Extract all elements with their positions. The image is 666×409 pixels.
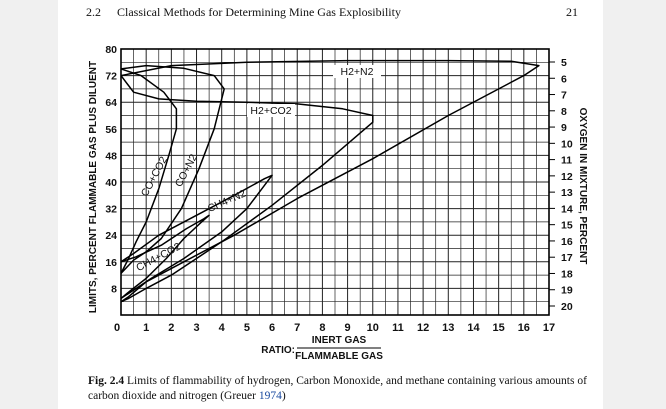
x-tick-label: 1	[143, 322, 149, 334]
header-section-number: 2.2	[86, 5, 101, 19]
series-label: CO+N2	[173, 152, 200, 189]
chart-grid	[120, 48, 555, 349]
header-title: Classical Methods for Determining Mine G…	[117, 5, 401, 19]
y-tick-label: 16	[105, 257, 117, 269]
series-curve-1	[120, 75, 374, 303]
x-tick-label: 15	[493, 322, 505, 334]
y2-tick-label: 12	[561, 171, 573, 183]
x-tick-label: 12	[417, 322, 429, 334]
chart-curves	[120, 59, 540, 303]
caption-text: Limits of flammability of hydrogen, Carb…	[88, 375, 587, 402]
x-tick-label: 14	[467, 322, 480, 334]
y-tick-label: 80	[105, 44, 117, 56]
x-tick-label: 9	[345, 322, 351, 334]
caption-end: )	[281, 390, 286, 402]
y2-tick-label: 9	[561, 122, 567, 134]
y-tick-label: 24	[105, 230, 117, 242]
x-tick-label: 13	[442, 322, 454, 334]
caption-label: Fig. 2.4	[88, 375, 125, 387]
y-tick-label: 40	[105, 177, 117, 189]
series-label-bg	[333, 65, 381, 78]
series-curve-0	[120, 59, 540, 303]
flammability-limits-chart: 0 1 2 3 4 5 6 7 8 9 10 11 12 13 14 15 16 1781624324048566…	[88, 44, 588, 362]
x-axis-title-prefix: RATIO:	[261, 345, 295, 356]
x-tick-label: 7	[294, 322, 300, 334]
x-tick-label: 6	[269, 322, 275, 334]
y-tick-label: 72	[105, 71, 117, 83]
x-tick-label: 10	[367, 322, 379, 334]
series-curve-4	[120, 174, 273, 300]
y2-tick-label: 14	[561, 203, 573, 215]
y2-tick-label: 18	[561, 268, 573, 280]
header-page-number: 21	[566, 5, 578, 19]
series-label: CH4+N2	[206, 187, 248, 215]
y2-tick-label: 6	[561, 73, 567, 85]
x-tick-label: 17	[543, 322, 555, 334]
y2-tick-label: 11	[561, 155, 572, 167]
y2-tick-label: 16	[561, 236, 573, 248]
x-tick-label: 8	[319, 322, 325, 334]
y-tick-label: 64	[105, 97, 117, 109]
series-curve-3	[120, 68, 178, 274]
figure-caption: Fig. 2.4 Limits of flammability of hydro…	[88, 374, 588, 404]
y2-tick-label: 15	[561, 220, 573, 232]
series-label: H2+N2	[341, 66, 374, 78]
y2-tick-label: 20	[561, 301, 573, 313]
x-tick-label: 11	[392, 322, 404, 334]
x-tick-label: 16	[518, 322, 530, 334]
plot-frame	[120, 48, 550, 316]
y-tick-label: 48	[105, 150, 117, 162]
x-tick-label: 0	[114, 322, 120, 334]
y-tick-label: 32	[105, 204, 117, 216]
page-sheet	[58, 0, 603, 409]
x-axis-title-numerator: INERT GAS	[312, 335, 367, 346]
x-axis-title-denominator: FLAMMABLE GAS	[295, 351, 383, 362]
x-tick-label: 5	[244, 322, 250, 334]
y2-tick-label: 13	[561, 187, 573, 199]
y2-tick-label: 19	[561, 285, 573, 297]
x-tick-label: 2	[168, 322, 174, 334]
x-tick-label: 3	[193, 322, 199, 334]
y2-tick-label: 8	[561, 106, 567, 118]
y-tick-label: 8	[111, 283, 117, 295]
x-tick-label: 4	[219, 322, 226, 334]
series-label-bg	[247, 104, 295, 117]
y2-tick-label: 17	[561, 252, 573, 264]
caption-citation-link[interactable]: 1974	[258, 390, 282, 402]
y2-tick-label: 7	[561, 90, 567, 102]
y2-axis-title: OXYGEN IN MIXTURE, PERCENT	[577, 108, 588, 265]
y2-tick-label: 10	[561, 138, 573, 150]
series-label: CO+CO2	[139, 154, 170, 198]
y2-tick-label: 5	[561, 57, 567, 69]
y-axis-title: LIMITS, PERCENT FLAMMABLE GAS PLUS DILUE…	[88, 61, 99, 313]
y-tick-label: 56	[105, 124, 117, 136]
series-curve-5	[120, 214, 210, 299]
series-label: H2+CO2	[250, 105, 291, 117]
